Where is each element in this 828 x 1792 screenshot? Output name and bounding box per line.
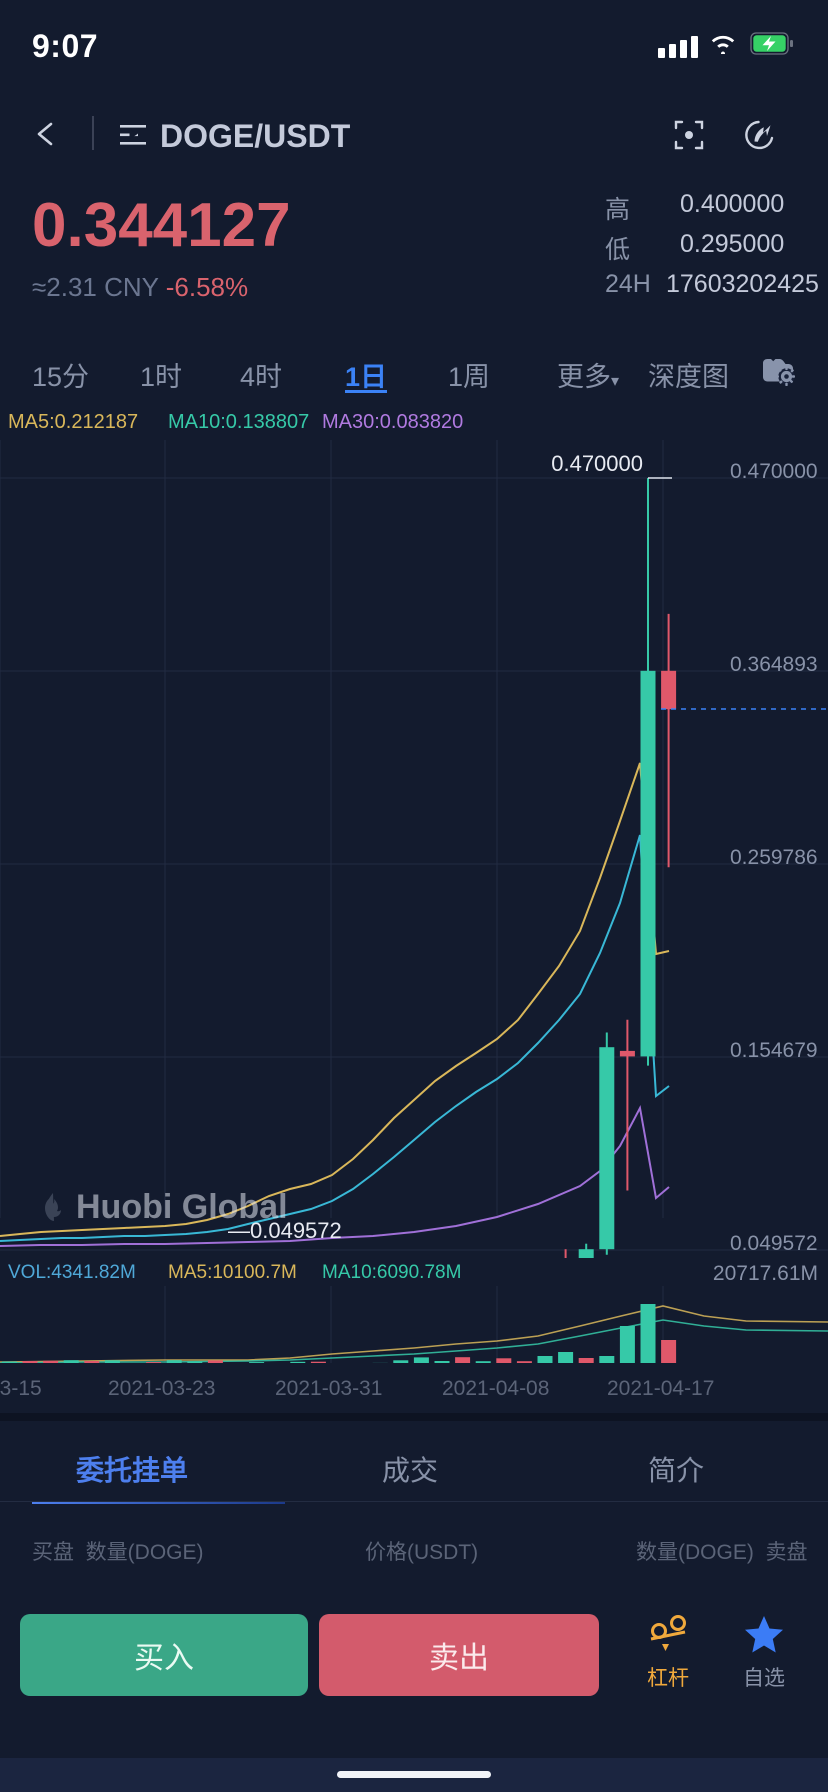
svg-text:0.470000: 0.470000: [551, 451, 643, 476]
